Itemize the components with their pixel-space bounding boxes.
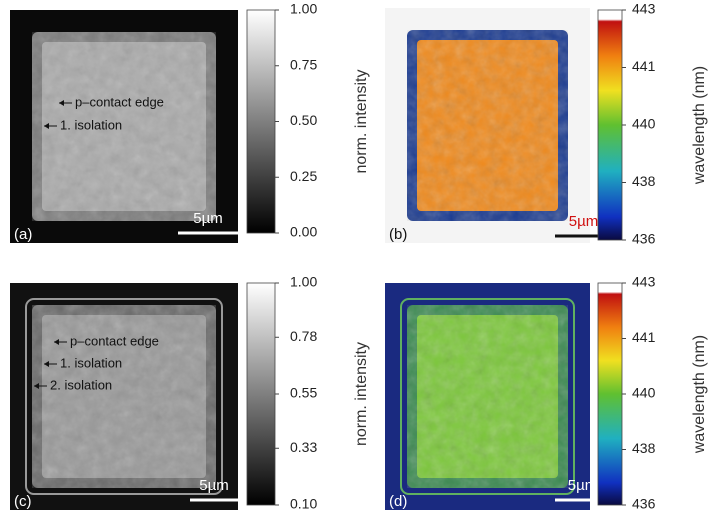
colorbar — [597, 282, 623, 506]
colorbar-tick-label: 441 — [632, 58, 656, 74]
micrograph — [385, 8, 590, 243]
isolation-ring — [25, 298, 223, 495]
micrograph — [10, 10, 238, 243]
colorbar-tick-label: 1.00 — [290, 1, 317, 17]
colorbar-tick-label: 0.00 — [290, 224, 317, 240]
colorbar-tick-label: 438 — [632, 173, 656, 189]
colorbar-tick-label: 1.00 — [290, 274, 317, 290]
panel-label: (d) — [389, 493, 407, 510]
colorbar-tick-label: 0.78 — [290, 328, 317, 344]
isolation-ring — [400, 298, 575, 495]
micrograph — [385, 283, 590, 510]
colorbar-tick-label: 0.25 — [290, 168, 317, 184]
colorbar — [597, 9, 623, 241]
colorbar-tick-label: 436 — [632, 231, 656, 247]
panel: 5µm (b) 436 438 440 441 443 wavelength (nm) — [385, 1, 708, 247]
colorbar-tick-label: 438 — [632, 440, 656, 456]
panel: 5µm (d) 436 438 440 441 443 wavelength (nm) — [385, 274, 708, 511]
texture — [32, 305, 216, 488]
scale-bar-label: 5µm — [569, 213, 598, 230]
texture — [407, 30, 568, 221]
annotation: 1. isolation — [60, 117, 122, 132]
scale-bar-label: 5µm — [568, 477, 597, 494]
annotation: 1. isolation — [60, 355, 122, 370]
colorbar-tick-label: 0.50 — [290, 112, 317, 128]
panel: p–contact edge 1. isolation 5µm (a) 0.00 0.25… — [10, 1, 370, 243]
colorbar-label: wavelength (nm) — [691, 335, 708, 454]
panel-label: (c) — [14, 493, 32, 510]
panel-label: (a) — [14, 226, 32, 243]
panel: p–contact edge 1. isolation 2. isolation 5µ… — [10, 274, 370, 511]
arrow-head — [44, 361, 49, 367]
arrow-head — [34, 383, 39, 389]
colorbar-tick-label: 443 — [632, 274, 656, 290]
annotation: 2. isolation — [50, 377, 112, 392]
colorbar — [246, 9, 276, 234]
colorbar-tick-label: 440 — [632, 385, 656, 401]
colorbar-label: norm. intensity — [353, 69, 370, 173]
micrograph — [10, 283, 238, 510]
colorbar-tick-label: 0.55 — [290, 385, 317, 401]
panel-label: (b) — [389, 226, 407, 243]
colorbar-tick-label: 436 — [632, 496, 656, 511]
arrow-head — [44, 123, 49, 129]
colorbar-tick-label: 443 — [632, 1, 656, 17]
colorbar-tick-label: 0.75 — [290, 56, 317, 72]
colorbar-label: wavelength (nm) — [691, 66, 708, 185]
scale-bar-label: 5µm — [199, 477, 228, 494]
colorbar-tick-label: 0.33 — [290, 439, 317, 455]
colorbar — [246, 282, 276, 506]
colorbar-tick-label: 0.10 — [290, 496, 317, 511]
annotation: p–contact edge — [70, 333, 159, 348]
arrow-head — [54, 339, 59, 345]
colorbar-label: norm. intensity — [353, 342, 370, 446]
arrow-head — [59, 100, 64, 106]
colorbar-tick-label: 441 — [632, 329, 656, 345]
annotation: p–contact edge — [75, 94, 164, 109]
texture — [407, 305, 568, 488]
colorbar-tick-label: 440 — [632, 116, 656, 132]
scale-bar-label: 5µm — [193, 210, 222, 227]
texture — [32, 32, 216, 221]
